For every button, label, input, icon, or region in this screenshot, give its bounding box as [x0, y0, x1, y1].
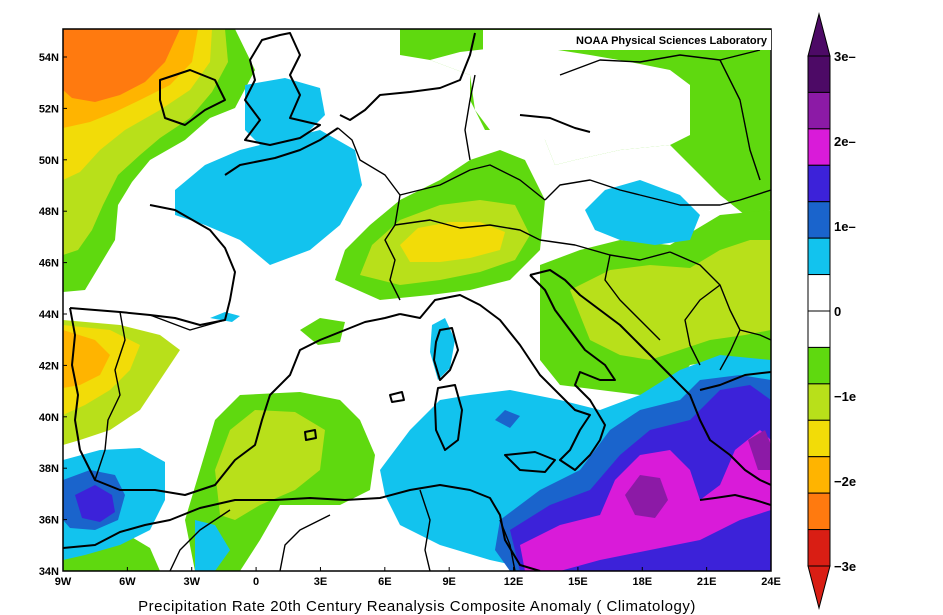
colorbar-segment [807, 419, 831, 458]
lat-tick-label: 54N [39, 52, 59, 64]
lat-tick-label: 42N [39, 360, 59, 372]
wet-region-southwest-3 [75, 485, 115, 522]
colorbar-label: −1e [834, 389, 856, 404]
lon-tick-label: 9E [442, 576, 455, 588]
colorbar-bottom-arrow [807, 565, 831, 610]
colorbar: 3e– 2e– 1e– 0 −1e −2e −3e [807, 12, 856, 610]
colorbar-segment [807, 456, 831, 494]
country-borders [94, 49, 771, 571]
dry-region-balkans-2 [570, 240, 771, 360]
colorbar-top-arrow [807, 12, 831, 57]
colorbar-label: 0 [834, 304, 841, 319]
dry-region-northwest-5 [63, 29, 180, 102]
map-frame [62, 28, 772, 572]
credit-box: NOAA Physical Sciences Laboratory [483, 30, 771, 50]
lon-tick-label: 24E [761, 576, 781, 588]
colorbar-segment [807, 128, 831, 166]
colorbar-labels: 3e– 2e– 1e– 0 −1e −2e −3e [834, 49, 856, 574]
lon-tick-label: 6E [378, 576, 391, 588]
longitude-tick-labels: 9W 6W 3W 0 3E 6E 9E 12E 15E 18E 21E 24E [55, 567, 781, 588]
colorbar-segment [807, 164, 831, 203]
colorbar-segment [807, 492, 831, 531]
lon-tick-label: 21E [697, 576, 717, 588]
wet-region-greece-core [748, 430, 771, 470]
latitude-tick-labels: 54N 52N 50N 48N 46N 44N 42N 40N 38N 36N 34N [39, 52, 67, 578]
map-title: Precipitation Rate 20th Century Reanalys… [138, 598, 696, 615]
colorbar-segment [807, 55, 831, 93]
lat-tick-label: 50N [39, 155, 59, 167]
colorbar-segment [807, 529, 831, 567]
lat-tick-label: 46N [39, 258, 59, 270]
dry-region-south-iberia-2 [215, 410, 325, 520]
lon-tick-label: 18E [632, 576, 652, 588]
colorbar-label: 3e– [834, 49, 856, 64]
colorbar-segments [807, 55, 831, 567]
lon-tick-label: 0 [253, 576, 259, 588]
colorbar-label: 2e– [834, 134, 856, 149]
lon-tick-label: 15E [568, 576, 588, 588]
lon-tick-label: 3W [183, 576, 200, 588]
colorbar-segment [807, 237, 831, 276]
wet-region-france [175, 130, 362, 265]
wet-region-uk [245, 78, 325, 150]
credit-background [483, 30, 771, 50]
lon-tick-label: 3E [314, 576, 327, 588]
lon-tick-label: 6W [119, 576, 136, 588]
wet-region-central-europe [585, 180, 700, 245]
lat-tick-label: 52N [39, 103, 59, 115]
lat-tick-label: 38N [39, 463, 59, 475]
map-area [63, 29, 771, 571]
lat-tick-label: 36N [39, 515, 59, 527]
colorbar-label: 1e– [834, 219, 856, 234]
lon-tick-label: 12E [504, 576, 524, 588]
colorbar-segment [807, 346, 831, 385]
colorbar-label: −3e [834, 559, 856, 574]
colorbar-segment [807, 383, 831, 421]
colorbar-segment [807, 91, 831, 130]
dry-region-ligurian [300, 318, 345, 345]
wet-region-ionian-core [625, 475, 668, 518]
lat-tick-label: 34N [39, 566, 59, 578]
wet-region-atlas [195, 520, 230, 571]
colorbar-label: −2e [834, 474, 856, 489]
credit-text: NOAA Physical Sciences Laboratory [576, 35, 768, 47]
neutral-region-central-europe [430, 48, 690, 165]
lon-tick-label: 9W [55, 576, 72, 588]
lat-tick-label: 40N [39, 412, 59, 424]
lat-tick-label: 48N [39, 206, 59, 218]
dry-region-alps-3 [400, 222, 505, 262]
wet-region-sicily-channel [495, 410, 520, 428]
colorbar-segment [807, 201, 831, 239]
colorbar-segment [807, 274, 831, 312]
colorbar-segment [807, 310, 831, 348]
lat-tick-label: 44N [39, 309, 59, 321]
